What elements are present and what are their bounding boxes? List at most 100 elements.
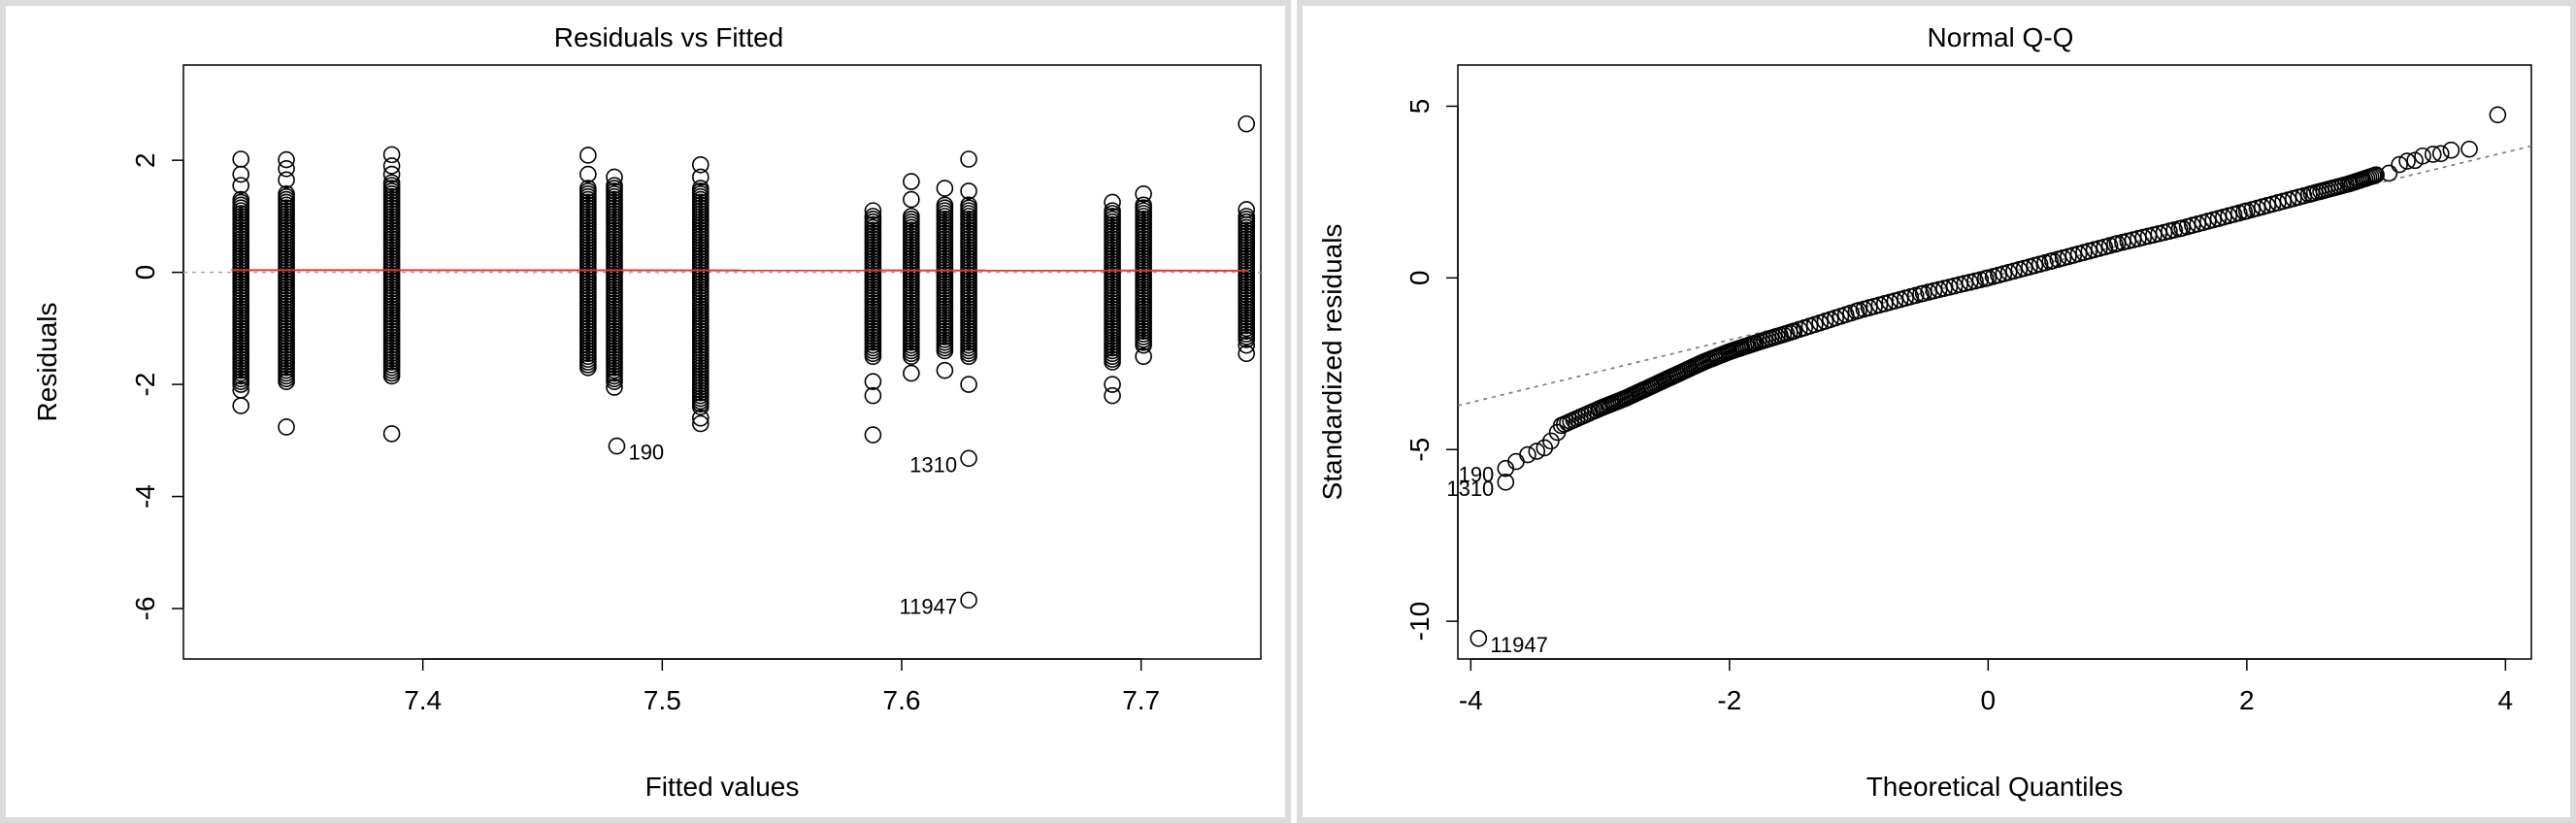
- data-point: [579, 165, 597, 183]
- data-point: [936, 180, 954, 197]
- data-point: [1135, 347, 1152, 366]
- residuals-vs-fitted-panel: Residuals vs Fitted Fitted values Residu…: [0, 0, 1291, 823]
- data-point: [936, 361, 954, 379]
- data-point: [936, 196, 954, 214]
- data-point: [903, 173, 920, 190]
- data-point: [382, 146, 401, 164]
- data-point: [1238, 115, 1255, 133]
- y-tick-label: 0: [1404, 271, 1435, 286]
- data-point: [2460, 140, 2478, 158]
- residuals-vs-fitted-chart: Residuals vs Fitted Fitted values Residu…: [6, 6, 1285, 817]
- point-annotation: 190: [628, 441, 664, 465]
- data-point: [382, 174, 401, 192]
- data-point: [232, 190, 249, 209]
- smoothing-line: [231, 269, 1249, 272]
- data-point: [960, 196, 977, 214]
- data-point: [232, 397, 249, 414]
- data-point: [2442, 141, 2460, 159]
- data-point: [691, 414, 710, 433]
- data-point: [1536, 439, 1554, 457]
- point-annotation: 1310: [1446, 477, 1494, 501]
- y-axis-label: Residuals: [32, 303, 62, 422]
- data-point: [2489, 106, 2507, 124]
- data-point: [960, 449, 977, 468]
- data-point: [691, 180, 710, 197]
- x-axis-label: Fitted values: [645, 772, 800, 802]
- point-annotation: 11947: [1490, 633, 1548, 657]
- y-axis-label: Standardized residuals: [1317, 224, 1347, 501]
- x-tick-label: 7.6: [883, 685, 921, 715]
- data-point: [1135, 184, 1152, 203]
- data-point: [278, 184, 295, 203]
- data-point: [864, 426, 882, 444]
- data-point: [1238, 208, 1255, 225]
- data-point: [606, 168, 623, 186]
- data-point: [1497, 459, 1515, 477]
- data-point: [903, 208, 920, 225]
- x-tick-label: 7.5: [644, 685, 681, 715]
- data-point: [2391, 155, 2408, 174]
- y-tick-label: -5: [1404, 438, 1435, 462]
- data-point: [606, 379, 623, 396]
- data-point: [2398, 152, 2416, 170]
- data-point: [382, 165, 401, 183]
- point-annotation: 1310: [909, 452, 957, 477]
- data-point: [2380, 164, 2398, 182]
- normal-qq-chart: Normal Q-Q Theoretical Quantiles Standar…: [1303, 6, 2570, 817]
- x-tick-label: -2: [1717, 685, 1741, 715]
- normal-qq-panel: Normal Q-Q Theoretical Quantiles Standar…: [1297, 0, 2576, 823]
- data-point: [1528, 443, 1546, 460]
- data-point: [1104, 193, 1121, 212]
- data-point: [864, 386, 882, 405]
- data-point: [1548, 423, 1567, 442]
- data-point: [608, 437, 626, 455]
- data-point: [278, 150, 295, 169]
- data-point: [1542, 432, 1560, 450]
- point-annotation: 190: [1459, 463, 1495, 487]
- data-point: [903, 364, 920, 382]
- y-tick-label: 2: [130, 152, 160, 168]
- data-point: [1497, 474, 1515, 491]
- data-point: [1238, 201, 1255, 218]
- x-tick-label: 7.7: [1122, 685, 1160, 715]
- data-point: [1135, 196, 1152, 214]
- data-point: [960, 150, 977, 168]
- data-point: [1238, 345, 1255, 363]
- data-point: [1104, 376, 1121, 393]
- data-point: [606, 177, 623, 194]
- data-point: [278, 171, 295, 189]
- x-tick-label: 4: [2498, 685, 2514, 715]
- data-point: [691, 155, 710, 174]
- data-point: [1104, 202, 1121, 219]
- data-point: [2424, 146, 2442, 163]
- chart-title: Residuals vs Fitted: [554, 22, 784, 52]
- data-point: [579, 147, 597, 164]
- y-tick-label: -10: [1404, 602, 1435, 641]
- chart-title: Normal Q-Q: [1928, 22, 2074, 52]
- data-point: [960, 376, 977, 393]
- data-point: [232, 165, 249, 183]
- y-tick-label: -4: [130, 484, 160, 509]
- y-tick-label: 0: [130, 265, 160, 280]
- y-tick-label: -6: [130, 597, 160, 621]
- data-point: [903, 190, 920, 209]
- data-point: [864, 373, 882, 391]
- point-annotation: 11947: [900, 594, 958, 618]
- y-tick-label: -2: [130, 373, 160, 397]
- x-axis-label: Theoretical Quantiles: [1866, 772, 2124, 802]
- data-point: [864, 208, 882, 225]
- data-point: [691, 409, 710, 427]
- data-point: [691, 168, 710, 186]
- data-point: [278, 418, 295, 436]
- data-point: [2431, 145, 2450, 163]
- data-point: [1238, 336, 1255, 354]
- data-point: [1104, 386, 1121, 405]
- data-point: [232, 177, 249, 194]
- data-point: [2367, 166, 2385, 184]
- data-point: [864, 202, 882, 219]
- data-point: [382, 425, 401, 443]
- data-point: [278, 160, 295, 178]
- data-point: [1470, 629, 1488, 647]
- data-point: [579, 180, 597, 197]
- x-tick-label: 2: [2239, 685, 2255, 715]
